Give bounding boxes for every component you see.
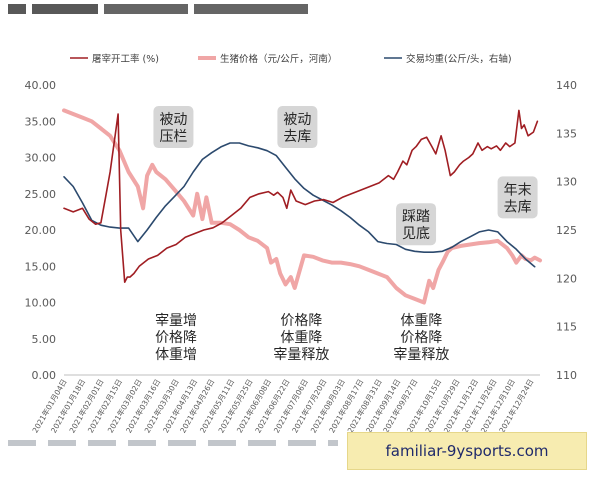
watermark-text: familiar-9ysports.com (385, 442, 549, 460)
annotation-box (277, 106, 318, 149)
y-left-tick-label: 40.00 (25, 79, 57, 92)
y-right-tick-label: 140 (556, 79, 577, 92)
y-right-tick-label: 135 (556, 127, 577, 140)
y-right-tick-label: 125 (556, 224, 577, 237)
top-cropped-caption (0, 0, 600, 40)
annotation-text: 价格降 (280, 313, 322, 329)
annotation-box (153, 106, 194, 149)
legend-label-price: 生猪价格（元/公斤，河南） (220, 53, 337, 65)
cropped-caption-text (8, 4, 308, 14)
y-right-tick-label: 130 (556, 176, 577, 189)
annotation-text: 见底 (402, 226, 430, 242)
annotation-text: 宰量释放 (273, 347, 329, 363)
y-left-tick-label: 20.00 (25, 224, 57, 237)
annotation-text: 宰量增 (155, 313, 197, 329)
y-left-tick-label: 15.00 (25, 260, 57, 273)
annotation-text: 踩踏 (402, 209, 430, 225)
annotation-text: 体重降 (400, 313, 442, 329)
y-right-tick-label: 120 (556, 272, 577, 285)
annotation-text: 去库 (283, 129, 311, 145)
annotation-text: 被动 (159, 112, 187, 128)
annotation-text: 体重增 (155, 347, 197, 363)
annotation-text: 年末 (504, 182, 532, 198)
series-line-rate (63, 109, 539, 284)
y-right-tick-label: 110 (556, 369, 577, 382)
annotation-box (396, 203, 437, 246)
y-left-tick-label: 10.00 (25, 297, 57, 310)
annotation-text: 价格降 (400, 330, 442, 346)
y-left-tick-label: 5.00 (32, 333, 57, 346)
series-line-weight (63, 142, 536, 268)
watermark-banner: familiar-9ysports.com (347, 432, 587, 470)
annotation-text: 价格降 (155, 330, 197, 346)
annotation-text: 去库 (504, 199, 532, 215)
bottom-cropped-source (8, 440, 338, 446)
legend-group: 屠宰开工率 (%) 生猪价格（元/公斤，河南） 交易均重(公斤/头，右轴) (70, 53, 512, 65)
y-left-tick-label: 25.00 (25, 188, 57, 201)
annotation-text: 宰量释放 (393, 347, 449, 363)
series-group (62, 108, 542, 305)
annotation-group: 被动压栏被动去库踩踏见底年末去库宰量增价格降体重增价格降体重降宰量释放体重降价格… (153, 106, 538, 363)
annotation-text: 压栏 (159, 129, 187, 145)
legend-label-rate: 屠宰开工率 (%) (92, 53, 159, 65)
y-left-tick-label: 0.00 (32, 369, 57, 382)
y-left-tick-label: 35.00 (25, 115, 57, 128)
annotation-text: 体重降 (280, 330, 322, 346)
annotation-box (497, 176, 538, 219)
series-line-price (62, 108, 542, 305)
y-right-tick-label: 115 (556, 321, 577, 334)
legend-label-weight: 交易均重(公斤/头，右轴) (406, 53, 512, 65)
y-left-tick-label: 30.00 (25, 152, 57, 165)
annotation-text: 被动 (283, 112, 311, 128)
